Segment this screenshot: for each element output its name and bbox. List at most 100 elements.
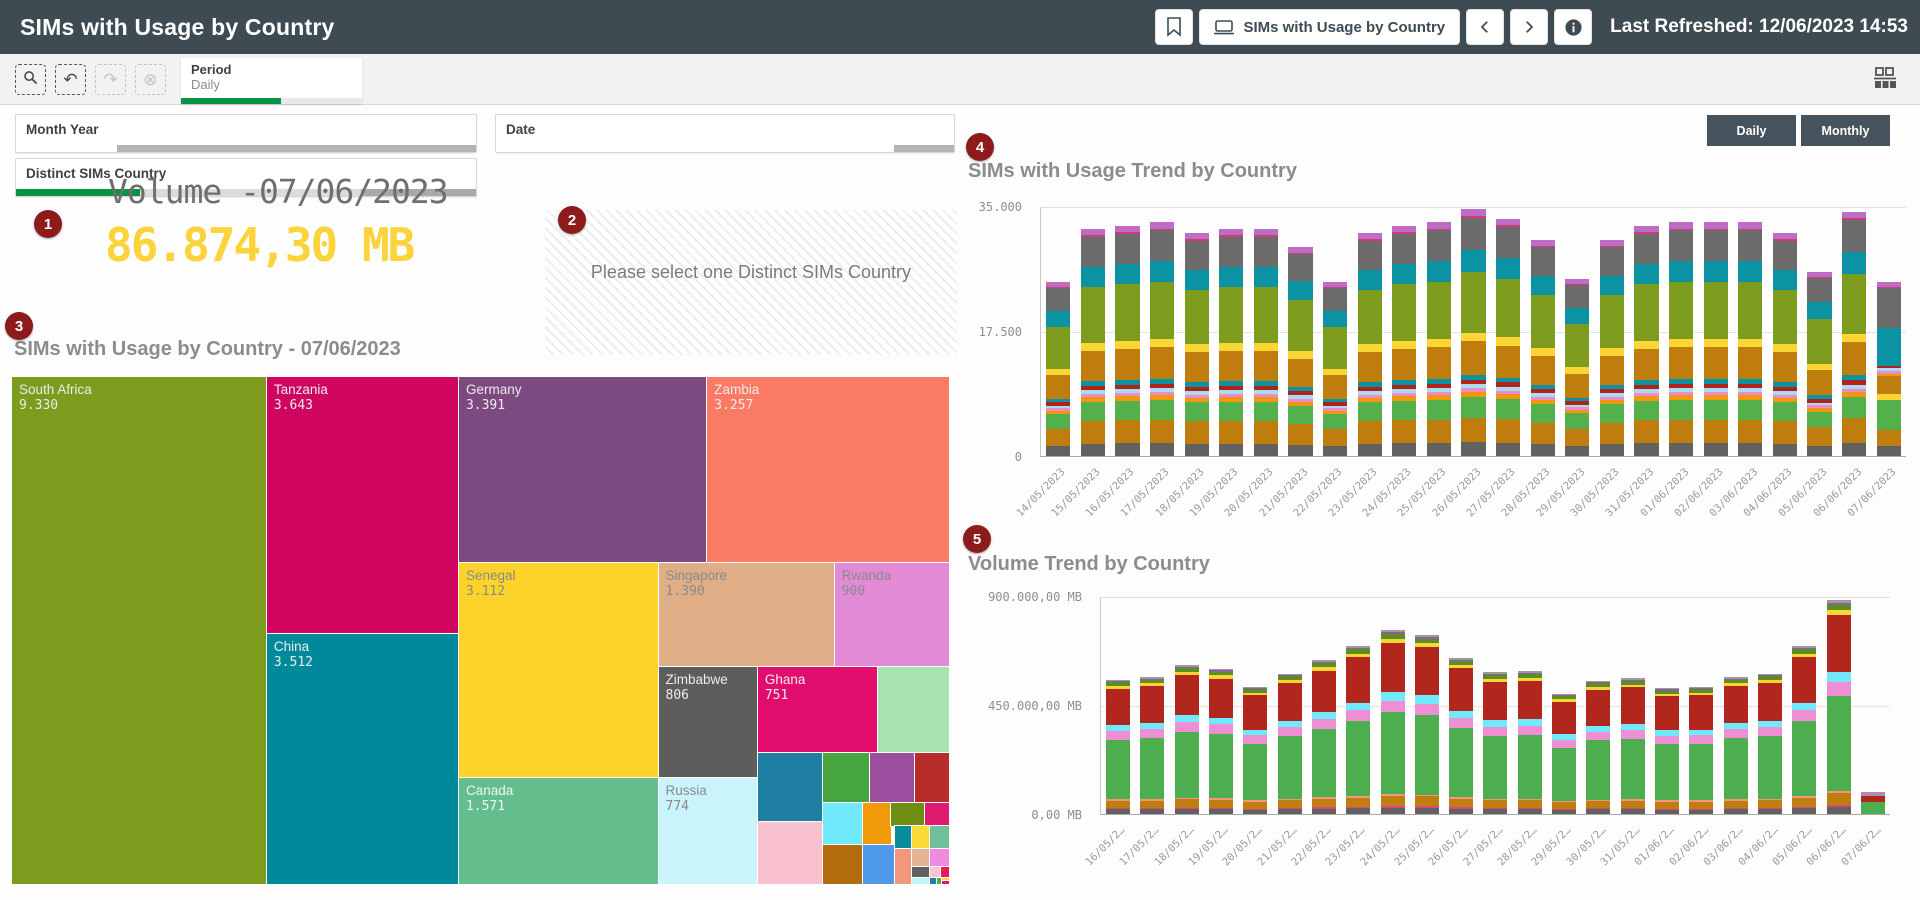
treemap-cell-china[interactable]: China 3.512 xyxy=(266,634,459,884)
treemap-cell[interactable] xyxy=(862,844,895,884)
stacked-bar-19/05/2023[interactable] xyxy=(1219,229,1244,456)
treemap-cell[interactable] xyxy=(822,844,863,884)
treemap-cell[interactable] xyxy=(822,802,863,845)
treemap-chart[interactable]: South Africa 9.330 Tanzania 3.643 China 3.512… xyxy=(12,377,949,884)
treemap-cell[interactable] xyxy=(890,802,925,826)
stacked-bar-18/05/2…[interactable] xyxy=(1174,665,1199,814)
treemap-cell-ghana[interactable]: Ghana 751 xyxy=(757,667,878,754)
stacked-bar-20/05/2023[interactable] xyxy=(1253,229,1278,456)
treemap-cell-zambia[interactable]: Zambia 3.257 xyxy=(707,377,949,564)
stacked-bar-24/05/2023[interactable] xyxy=(1392,225,1417,456)
treemap-cell[interactable] xyxy=(912,849,931,868)
stacked-bar-20/05/2…[interactable] xyxy=(1243,686,1268,814)
stacked-bar-15/05/2023[interactable] xyxy=(1080,229,1105,456)
sheet-grid-icon[interactable] xyxy=(1872,66,1898,95)
stacked-bar-17/05/2…[interactable] xyxy=(1140,677,1165,814)
clear-selections-button[interactable]: ⊗ xyxy=(135,64,166,95)
treemap-cell[interactable] xyxy=(930,878,937,884)
undo-button[interactable]: ↶ xyxy=(55,64,86,95)
stacked-bar-06/06/2…[interactable] xyxy=(1826,600,1851,814)
treemap-cell[interactable] xyxy=(862,802,891,845)
stacked-bar-29/05/2…[interactable] xyxy=(1552,693,1577,814)
previous-sheet-button[interactable] xyxy=(1466,9,1505,45)
bookmark-button[interactable] xyxy=(1155,9,1194,45)
treemap-cell[interactable] xyxy=(942,878,949,882)
next-sheet-button[interactable] xyxy=(1510,9,1549,45)
stacked-bar-30/05/2…[interactable] xyxy=(1586,680,1611,814)
treemap-cell[interactable] xyxy=(894,849,913,884)
stacked-bar-02/06/2023[interactable] xyxy=(1703,222,1728,456)
treemap-cell[interactable] xyxy=(940,867,949,879)
daily-button[interactable]: Daily xyxy=(1707,115,1796,146)
stacked-bar-18/05/2023[interactable] xyxy=(1184,232,1209,456)
treemap-cell[interactable] xyxy=(912,867,931,879)
stacked-bar-30/05/2023[interactable] xyxy=(1599,239,1624,456)
stacked-bar-22/05/2023[interactable] xyxy=(1322,282,1348,456)
stacked-bar-26/05/2023[interactable] xyxy=(1461,209,1486,456)
redo-button[interactable]: ↷ xyxy=(95,64,126,95)
stacked-bar-23/05/2023[interactable] xyxy=(1357,232,1382,456)
treemap-cell[interactable] xyxy=(942,881,949,884)
stacked-bar-07/06/2…[interactable] xyxy=(1860,792,1885,814)
stacked-bar-21/05/2…[interactable] xyxy=(1277,673,1302,814)
treemap-cell-senegal[interactable]: Senegal 3.112 xyxy=(458,563,659,778)
sims-trend-chart[interactable] xyxy=(1040,207,1906,457)
filter-date[interactable]: Date xyxy=(495,114,955,153)
treemap-cell-tanzania[interactable]: Tanzania 3.643 xyxy=(266,377,459,635)
monthly-button[interactable]: Monthly xyxy=(1801,115,1890,146)
treemap-cell-rwanda[interactable]: Rwanda 900 xyxy=(834,563,949,667)
stacked-bar-02/06/2…[interactable] xyxy=(1689,686,1714,814)
stacked-bar-05/06/2…[interactable] xyxy=(1792,645,1817,814)
info-button[interactable] xyxy=(1554,9,1593,45)
volume-trend-chart[interactable] xyxy=(1100,597,1890,815)
stacked-bar-03/06/2023[interactable] xyxy=(1738,222,1763,456)
stacked-bar-31/05/2…[interactable] xyxy=(1620,678,1645,814)
stacked-bar-28/05/2…[interactable] xyxy=(1517,671,1542,814)
sheet-selector-button[interactable]: SIMs with Usage by Country xyxy=(1199,9,1461,45)
stacked-bar-31/05/2023[interactable] xyxy=(1634,225,1659,456)
treemap-cell[interactable] xyxy=(924,802,949,826)
filter-distinct-sims-country[interactable]: Distinct SIMs Country xyxy=(15,158,477,197)
period-selection-chip[interactable]: Period Daily xyxy=(181,58,362,104)
treemap-cell-germany[interactable]: Germany 3.391 xyxy=(458,377,708,564)
stacked-bar-14/05/2023[interactable] xyxy=(1046,282,1071,456)
treemap-cell[interactable] xyxy=(930,849,949,868)
treemap-cell[interactable] xyxy=(822,753,871,803)
stacked-bar-25/05/2023[interactable] xyxy=(1426,222,1451,456)
stacked-bar-22/05/2…[interactable] xyxy=(1311,660,1336,814)
stacked-bar-26/05/2…[interactable] xyxy=(1449,657,1474,814)
stacked-bar-06/06/2023[interactable] xyxy=(1841,211,1867,456)
filter-month-year[interactable]: Month Year xyxy=(15,114,477,153)
treemap-cell-singapore[interactable]: Singapore 1.390 xyxy=(658,563,835,667)
treemap-cell[interactable] xyxy=(915,753,949,803)
treemap-cell[interactable] xyxy=(912,825,931,849)
treemap-cell[interactable] xyxy=(930,825,949,849)
stacked-bar-21/05/2023[interactable] xyxy=(1288,246,1313,456)
stacked-bar-01/06/2023[interactable] xyxy=(1668,222,1694,456)
stacked-bar-07/06/2023[interactable] xyxy=(1876,282,1901,456)
stacked-bar-25/05/2…[interactable] xyxy=(1414,635,1439,814)
stacked-bar-04/06/2023[interactable] xyxy=(1772,232,1797,456)
treemap-cell[interactable] xyxy=(936,878,943,884)
treemap-cell[interactable] xyxy=(870,753,916,803)
treemap-cell-russia[interactable]: Russia 774 xyxy=(658,777,758,884)
treemap-cell[interactable] xyxy=(930,867,941,879)
treemap-cell-canada[interactable]: Canada 1.571 xyxy=(458,777,659,884)
treemap-cell[interactable] xyxy=(877,667,949,754)
stacked-bar-16/05/2023[interactable] xyxy=(1115,225,1140,456)
smart-search-button[interactable] xyxy=(15,64,46,95)
treemap-cell[interactable] xyxy=(757,822,823,884)
treemap-cell[interactable] xyxy=(912,878,931,884)
treemap-cell-zimbabwe[interactable]: Zimbabwe 806 xyxy=(658,667,758,778)
stacked-bar-17/05/2023[interactable] xyxy=(1149,222,1175,456)
stacked-bar-04/06/2…[interactable] xyxy=(1757,673,1782,814)
stacked-bar-29/05/2023[interactable] xyxy=(1565,278,1590,456)
stacked-bar-23/05/2…[interactable] xyxy=(1346,645,1371,814)
treemap-cell-south-africa[interactable]: South Africa 9.330 xyxy=(12,377,267,884)
treemap-cell[interactable] xyxy=(757,753,823,823)
stacked-bar-27/05/2023[interactable] xyxy=(1495,218,1521,456)
stacked-bar-28/05/2023[interactable] xyxy=(1530,239,1555,456)
stacked-bar-19/05/2…[interactable] xyxy=(1209,668,1234,814)
stacked-bar-01/06/2…[interactable] xyxy=(1655,687,1679,814)
stacked-bar-24/05/2…[interactable] xyxy=(1380,630,1405,814)
